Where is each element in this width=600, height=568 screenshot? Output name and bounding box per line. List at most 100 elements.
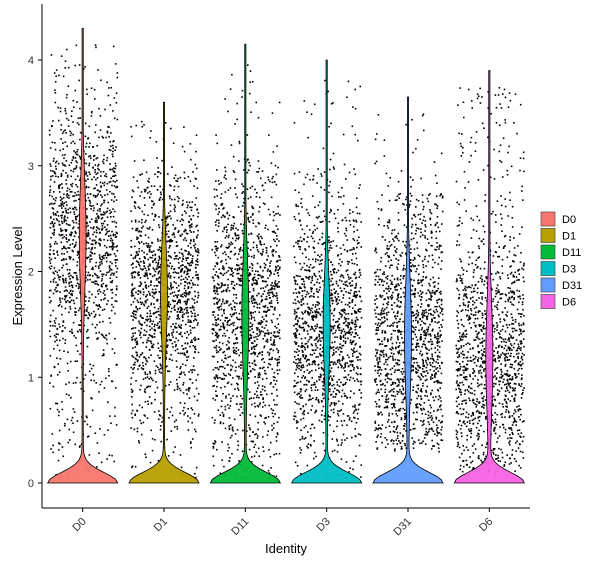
jitter-point bbox=[96, 209, 99, 212]
jitter-point bbox=[306, 303, 309, 305]
jitter-point bbox=[146, 360, 148, 363]
jitter-point bbox=[197, 413, 200, 416]
jitter-point bbox=[93, 272, 96, 275]
jitter-point bbox=[71, 220, 74, 222]
jitter-point bbox=[249, 164, 251, 167]
jitter-point bbox=[132, 271, 134, 274]
jitter-point bbox=[165, 356, 167, 359]
jitter-point bbox=[135, 227, 138, 230]
jitter-point bbox=[251, 283, 253, 285]
jitter-point bbox=[95, 280, 98, 283]
jitter-point bbox=[276, 403, 278, 406]
jitter-point bbox=[104, 254, 107, 257]
jitter-point bbox=[355, 455, 357, 457]
jitter-point bbox=[251, 316, 253, 319]
jitter-point bbox=[108, 245, 111, 248]
jitter-point bbox=[133, 428, 136, 431]
jitter-point bbox=[271, 424, 273, 427]
jitter-point bbox=[49, 262, 52, 265]
jitter-point bbox=[275, 327, 278, 329]
jitter-point bbox=[337, 208, 339, 211]
jitter-point bbox=[263, 366, 265, 369]
jitter-point bbox=[317, 301, 320, 304]
jitter-point bbox=[69, 439, 71, 441]
jitter-point bbox=[236, 326, 239, 329]
jitter-point bbox=[52, 451, 54, 454]
jitter-point bbox=[58, 449, 60, 451]
jitter-point bbox=[212, 340, 214, 342]
jitter-point bbox=[154, 213, 156, 216]
jitter-point bbox=[180, 308, 183, 311]
jitter-point bbox=[85, 153, 87, 155]
jitter-point bbox=[214, 289, 216, 292]
jitter-point bbox=[223, 302, 226, 305]
jitter-point bbox=[267, 178, 270, 181]
jitter-point bbox=[77, 309, 80, 312]
jitter-point bbox=[352, 238, 355, 240]
jitter-point bbox=[168, 358, 171, 360]
jitter-point bbox=[317, 254, 319, 257]
jitter-point bbox=[328, 191, 330, 194]
jitter-point bbox=[241, 397, 244, 400]
jitter-point bbox=[276, 432, 279, 434]
jitter-point bbox=[294, 362, 297, 365]
jitter-point bbox=[295, 421, 298, 424]
jitter-point bbox=[87, 196, 90, 199]
jitter-point bbox=[48, 296, 51, 299]
jitter-point bbox=[234, 234, 237, 237]
jitter-point bbox=[319, 286, 321, 289]
jitter-point bbox=[239, 403, 241, 405]
jitter-point bbox=[241, 274, 243, 277]
jitter-point bbox=[158, 291, 161, 293]
jitter-point bbox=[144, 300, 147, 303]
jitter-point bbox=[274, 265, 277, 268]
jitter-point bbox=[140, 367, 143, 369]
jitter-point bbox=[60, 230, 62, 233]
jitter-point bbox=[53, 231, 55, 234]
jitter-point bbox=[109, 140, 112, 143]
jitter-point bbox=[99, 181, 102, 184]
jitter-point bbox=[233, 321, 235, 324]
jitter-point bbox=[105, 228, 107, 231]
jitter-point bbox=[150, 130, 152, 132]
jitter-point bbox=[142, 268, 144, 271]
jitter-point bbox=[159, 258, 161, 260]
jitter-point bbox=[183, 230, 185, 233]
jitter-point bbox=[215, 208, 217, 211]
jitter-point bbox=[53, 272, 56, 275]
jitter-point bbox=[99, 231, 101, 234]
jitter-point bbox=[192, 171, 194, 173]
jitter-point bbox=[189, 332, 192, 334]
jitter-point bbox=[145, 295, 147, 298]
jitter-point bbox=[49, 267, 52, 270]
jitter-point bbox=[109, 104, 112, 106]
jitter-point bbox=[186, 270, 189, 273]
jitter-point bbox=[188, 290, 191, 293]
jitter-point bbox=[342, 334, 345, 337]
jitter-point bbox=[266, 341, 269, 343]
jitter-point bbox=[197, 338, 200, 340]
jitter-point bbox=[50, 300, 52, 302]
jitter-point bbox=[322, 405, 325, 408]
jitter-point bbox=[68, 269, 71, 271]
jitter-point bbox=[95, 241, 98, 244]
jitter-point bbox=[193, 428, 196, 431]
jitter-point bbox=[52, 170, 54, 172]
jitter-point bbox=[142, 260, 145, 262]
jitter-point bbox=[258, 303, 261, 305]
jitter-point bbox=[335, 438, 338, 441]
jitter-point bbox=[306, 277, 308, 279]
jitter-point bbox=[253, 254, 256, 257]
jitter-point bbox=[340, 381, 342, 384]
jitter-point bbox=[89, 254, 92, 256]
jitter-point bbox=[226, 348, 228, 351]
jitter-point bbox=[261, 253, 264, 255]
jitter-point bbox=[86, 306, 89, 309]
jitter-point bbox=[238, 250, 241, 253]
jitter-point bbox=[187, 311, 189, 314]
jitter-point bbox=[215, 374, 218, 376]
jitter-point bbox=[49, 382, 51, 384]
jitter-point bbox=[138, 285, 141, 287]
jitter-point bbox=[255, 451, 258, 454]
jitter-point bbox=[232, 324, 235, 327]
